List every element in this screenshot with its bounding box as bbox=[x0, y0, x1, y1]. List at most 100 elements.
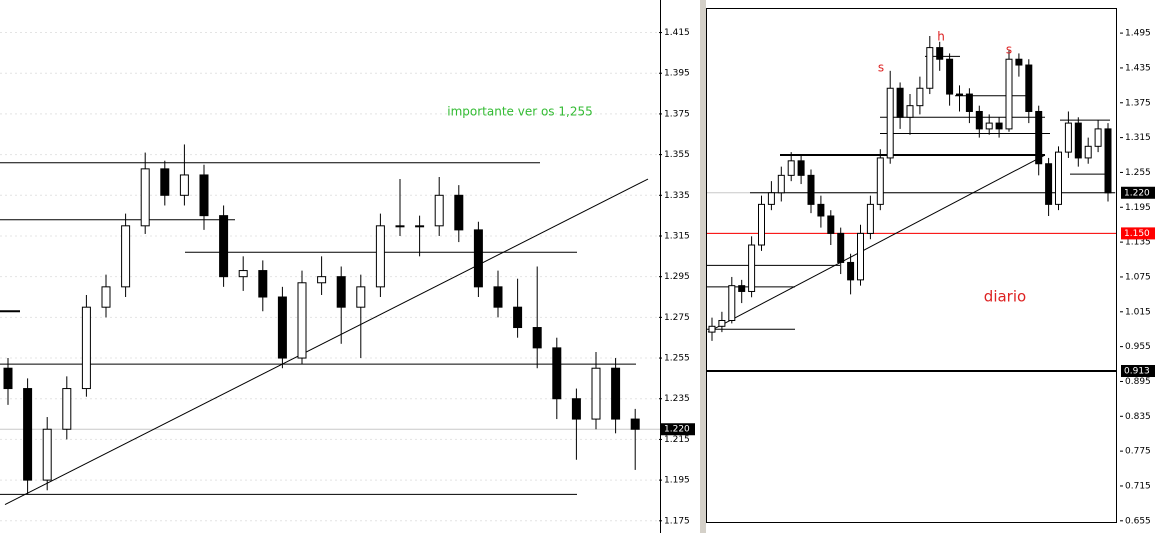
candle-body bbox=[395, 225, 405, 228]
candle-body bbox=[896, 87, 904, 118]
candle-body bbox=[356, 286, 366, 308]
candle-body bbox=[906, 105, 914, 118]
candle-body bbox=[946, 58, 954, 95]
candle-body bbox=[995, 122, 1003, 130]
candle-body bbox=[611, 367, 621, 420]
candle-body bbox=[1074, 122, 1082, 159]
y-tick-label: 1.215 bbox=[664, 435, 690, 445]
candle-body bbox=[415, 225, 425, 228]
candle-body bbox=[857, 232, 864, 281]
candle-body bbox=[1084, 145, 1092, 159]
y-tick-label: 1.395 bbox=[664, 69, 690, 79]
candle-body bbox=[1025, 64, 1033, 112]
y-tick-label: 1.195 bbox=[664, 476, 690, 486]
price-marker-label: 1.220 bbox=[1124, 188, 1150, 198]
candle-body bbox=[1055, 151, 1062, 205]
y-tick-label: 1.015 bbox=[1125, 307, 1151, 317]
candle-body bbox=[101, 286, 111, 308]
candle-body bbox=[591, 367, 601, 420]
right-frame bbox=[706, 8, 1117, 523]
splitter bbox=[700, 0, 706, 533]
candle-body bbox=[1045, 163, 1053, 205]
candle-body bbox=[160, 168, 170, 196]
candle-body bbox=[219, 215, 229, 278]
candle-body bbox=[916, 87, 924, 107]
candle-body bbox=[297, 282, 307, 359]
y-tick-label: 0.775 bbox=[1125, 447, 1151, 457]
candle-body bbox=[936, 47, 944, 60]
candle-body bbox=[837, 232, 845, 263]
candle-body bbox=[1005, 58, 1013, 130]
y-tick-label: 1.255 bbox=[664, 354, 690, 364]
y-tick-label: 1.315 bbox=[1125, 133, 1151, 143]
candle-body bbox=[876, 157, 884, 205]
candle-body bbox=[975, 110, 983, 130]
trendline bbox=[4, 178, 649, 505]
y-tick-label: 1.335 bbox=[664, 191, 690, 201]
y-tick-label: 1.375 bbox=[1125, 98, 1151, 108]
annotation: diario bbox=[984, 288, 1026, 306]
candle-body bbox=[1104, 128, 1112, 194]
annotation: s bbox=[878, 61, 884, 75]
y-tick-label: 1.275 bbox=[664, 313, 690, 323]
y-tick-label: 0.835 bbox=[1125, 412, 1151, 422]
candle-body bbox=[493, 286, 503, 308]
candle-body bbox=[42, 428, 52, 481]
candle-body bbox=[199, 174, 209, 217]
candle-body bbox=[277, 296, 287, 359]
y-tick-label: 1.415 bbox=[664, 28, 690, 38]
candle-body bbox=[630, 418, 640, 430]
candle-body bbox=[336, 276, 346, 308]
candle-body bbox=[767, 192, 775, 205]
y-tick-label: 1.355 bbox=[664, 150, 690, 160]
candle-body bbox=[62, 388, 72, 430]
y-tick-label: 1.075 bbox=[1125, 272, 1151, 282]
y-tick-label: 0.715 bbox=[1125, 481, 1151, 491]
candle-body bbox=[317, 276, 327, 284]
candle-body bbox=[956, 93, 963, 96]
price-marker-label: 0.913 bbox=[1124, 367, 1150, 377]
annotation: importante ver os 1,255 bbox=[447, 105, 592, 119]
price-marker bbox=[1121, 227, 1155, 240]
candle-body bbox=[738, 285, 746, 292]
candle-body bbox=[552, 347, 562, 400]
candle-body bbox=[748, 244, 756, 292]
candle-body bbox=[985, 122, 993, 130]
candle-body bbox=[1035, 110, 1043, 165]
candle-body bbox=[847, 261, 855, 281]
candle-body bbox=[238, 270, 248, 278]
candle-body bbox=[886, 87, 894, 159]
y-tick-label: 0.895 bbox=[1125, 377, 1151, 387]
candle-body bbox=[965, 93, 973, 112]
price-marker bbox=[1121, 186, 1155, 199]
candle-body bbox=[866, 203, 874, 234]
y-tick-label: 1.435 bbox=[1125, 63, 1151, 73]
price-marker bbox=[1121, 365, 1155, 378]
candle-body bbox=[81, 306, 91, 390]
candle-body bbox=[807, 174, 815, 205]
y-tick-label: 1.295 bbox=[664, 272, 690, 282]
candle-body bbox=[473, 229, 483, 288]
y-tick-label: 1.255 bbox=[1125, 168, 1151, 178]
candle-body bbox=[787, 160, 795, 176]
candle-body bbox=[1015, 58, 1023, 66]
y-tick-label: 0.655 bbox=[1125, 516, 1151, 526]
y-tick-label: 1.375 bbox=[664, 109, 690, 119]
candle-body bbox=[532, 327, 542, 349]
price-marker-label: 1.150 bbox=[1124, 229, 1150, 239]
candle-body bbox=[121, 225, 131, 288]
candle-body bbox=[827, 215, 835, 234]
candle-body bbox=[708, 325, 716, 333]
candle-body bbox=[375, 225, 385, 288]
candle-body bbox=[179, 174, 189, 196]
candle-body bbox=[1094, 128, 1102, 147]
annotation: s bbox=[1006, 43, 1012, 57]
candle-body bbox=[926, 47, 934, 89]
y-tick-label: 1.175 bbox=[664, 516, 690, 526]
candle-body bbox=[140, 168, 150, 227]
candle-body bbox=[718, 319, 726, 327]
y-tick-label: 1.135 bbox=[1125, 238, 1151, 248]
candle-body bbox=[797, 160, 805, 176]
candle-body bbox=[434, 194, 444, 227]
